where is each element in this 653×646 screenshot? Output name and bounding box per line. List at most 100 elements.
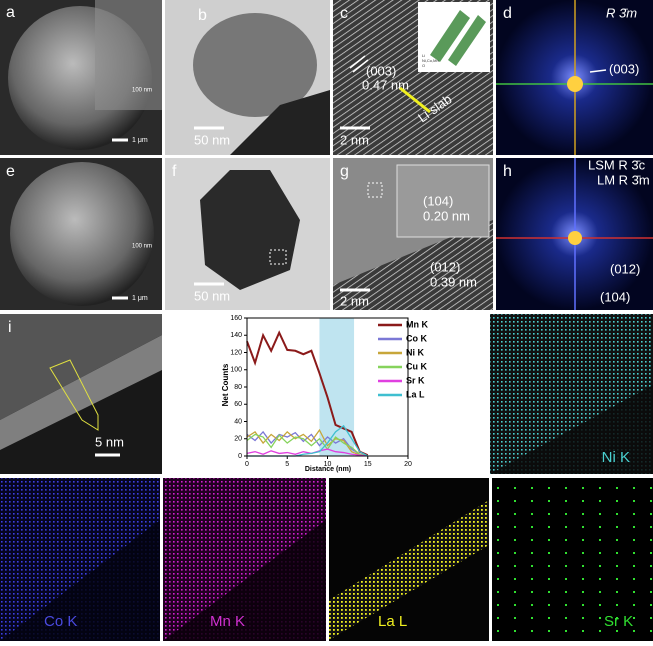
inset-scale: 100 nm bbox=[132, 244, 152, 250]
region-box bbox=[269, 249, 287, 265]
y-tick-label: 140 bbox=[230, 332, 242, 339]
panel-i: i 5 nm bbox=[0, 314, 162, 474]
structure-legend: O bbox=[422, 63, 425, 68]
legend-label: Cu K bbox=[406, 361, 427, 371]
spacing-label: 0.47 nm bbox=[362, 77, 409, 92]
y-tick-label: 80 bbox=[234, 384, 242, 391]
inset-scale: 100 nm bbox=[132, 88, 152, 94]
scale-label: 5 nm bbox=[95, 434, 124, 449]
scale-label: 1 μm bbox=[132, 137, 148, 144]
scale-label: 50 nm bbox=[194, 132, 230, 147]
panel-label: i bbox=[8, 319, 12, 336]
series-line bbox=[246, 448, 368, 457]
particle bbox=[10, 162, 154, 306]
particle bbox=[200, 170, 300, 290]
dark-region bbox=[490, 385, 653, 474]
structure-legend: Li bbox=[422, 53, 425, 58]
plane-label: (003) bbox=[366, 63, 396, 78]
panel-label: e bbox=[6, 163, 15, 180]
y-tick-label: 60 bbox=[234, 401, 242, 408]
series-line bbox=[246, 330, 369, 457]
film bbox=[0, 314, 162, 420]
inset bbox=[95, 0, 162, 110]
y-tick-label: 40 bbox=[234, 418, 242, 425]
inset bbox=[396, 164, 490, 238]
y-tick-label: 100 bbox=[230, 367, 242, 374]
spacing-label: 0.20 nm bbox=[423, 208, 470, 223]
x-tick-label: 20 bbox=[404, 461, 412, 468]
y-tick-label: 20 bbox=[234, 436, 242, 443]
map-label: Sr K bbox=[604, 613, 633, 630]
y-tick-label: 160 bbox=[230, 315, 242, 322]
spot-label: (003) bbox=[609, 61, 639, 76]
panel-c: Li Ni,Co,Mn O c (003) 0.47 nm Li slab 2 … bbox=[333, 0, 493, 155]
phase-label: LSM R 3̄c bbox=[588, 157, 646, 172]
legend-label: Sr K bbox=[406, 375, 425, 385]
line-scan-box bbox=[49, 359, 99, 431]
plane-mark bbox=[352, 59, 369, 73]
scale-label: 2 nm bbox=[340, 293, 369, 308]
bulk-region bbox=[333, 220, 493, 310]
x-tick-label: 5 bbox=[285, 461, 289, 468]
map-label: Co K bbox=[44, 613, 77, 630]
structure-legend: Ni,Co,Mn bbox=[422, 58, 439, 63]
legend-label: Mn K bbox=[406, 319, 428, 329]
structure bbox=[430, 10, 486, 66]
map-label: Mn K bbox=[210, 613, 245, 630]
scale-label: 1 μm bbox=[132, 295, 148, 302]
eds-map bbox=[492, 478, 653, 641]
la-band bbox=[329, 500, 489, 640]
panel-a: a 100 nm 1 μm bbox=[0, 0, 162, 155]
arrow bbox=[589, 69, 607, 73]
panel-g: g (104) 0.20 nm (012) 0.39 nm 2 nm bbox=[333, 158, 493, 310]
y-tick-label: 120 bbox=[230, 349, 242, 356]
space-group: R 3̄m bbox=[606, 5, 637, 20]
panel-b: b 50 nm bbox=[165, 0, 330, 155]
panel-label: b bbox=[198, 7, 207, 24]
panel-d: d R 3̄m (003) bbox=[496, 0, 653, 155]
map-sr: Sr K bbox=[492, 478, 653, 641]
line-chart: Net Counts Distance (nm) 020406080100120… bbox=[221, 315, 428, 473]
x-tick-label: 0 bbox=[245, 461, 249, 468]
panel-label: h bbox=[503, 163, 512, 180]
scale-label: 50 nm bbox=[194, 288, 230, 303]
map-co: Co K bbox=[0, 478, 160, 641]
phase-label: LM R 3̄m bbox=[597, 172, 650, 187]
y-axis-label: Net Counts bbox=[221, 363, 230, 406]
legend-label: Ni K bbox=[406, 347, 425, 357]
spacing-label: 0.39 nm bbox=[430, 274, 477, 289]
legend-label: Co K bbox=[406, 333, 427, 343]
x-tick-label: 15 bbox=[364, 461, 372, 468]
panel-h: h LSM R 3̄c LM R 3̄m (012) (104) bbox=[496, 157, 653, 310]
panel-f: f 50 nm bbox=[165, 158, 330, 310]
legend-label: La L bbox=[406, 389, 425, 399]
series-line bbox=[246, 433, 368, 457]
center-spot bbox=[568, 231, 582, 245]
x-axis-label: Distance (nm) bbox=[305, 466, 351, 473]
center-spot bbox=[567, 76, 583, 92]
map-label: Ni K bbox=[602, 449, 630, 466]
panel-label: g bbox=[340, 163, 349, 180]
plane-mark bbox=[349, 55, 366, 69]
substrate bbox=[230, 90, 330, 155]
panel-label: f bbox=[172, 163, 177, 180]
region-box bbox=[367, 182, 383, 198]
scale-label: 2 nm bbox=[340, 132, 369, 147]
interface-band bbox=[0, 335, 162, 450]
map-la: La L bbox=[329, 478, 489, 641]
plot-frame bbox=[246, 317, 409, 457]
spot-label: (104) bbox=[600, 289, 630, 304]
panel-label: a bbox=[6, 4, 15, 21]
panel-e: e 100 nm 1 μm bbox=[0, 158, 162, 310]
particle bbox=[193, 13, 317, 117]
dark-region bbox=[0, 520, 160, 641]
panel-label: c bbox=[340, 5, 348, 22]
plane-label: (104) bbox=[423, 193, 453, 208]
y-tick-label: 0 bbox=[238, 453, 242, 460]
x-tick-label: 10 bbox=[324, 461, 332, 468]
plane-label: (012) bbox=[430, 259, 460, 274]
map-mn: Mn K bbox=[163, 478, 326, 641]
panel-label: d bbox=[503, 5, 512, 22]
